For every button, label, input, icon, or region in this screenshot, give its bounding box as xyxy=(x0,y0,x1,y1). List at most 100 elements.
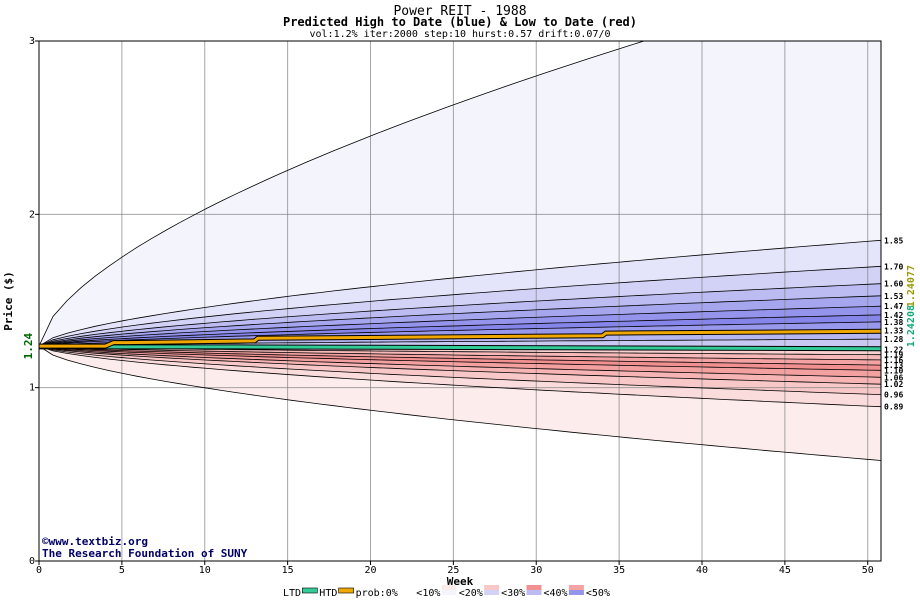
band-end-label-1.10: 1.10 xyxy=(884,366,903,375)
legend-swatch-red-1 xyxy=(399,585,415,590)
band-end-label-1.85: 1.85 xyxy=(884,236,903,245)
x-tick-label-0: 0 xyxy=(36,565,42,576)
y-tick-label-1: 1 xyxy=(29,383,35,394)
chart-params: vol:1.2% iter:2000 step:10 hurst:0.57 dr… xyxy=(309,29,610,40)
high-band-8 xyxy=(39,321,881,347)
legend-ltd-label: LTD xyxy=(283,588,301,599)
y-axis-label: Price ($) xyxy=(2,271,15,331)
chart-title: Power REIT - 1988 xyxy=(393,4,526,19)
band-end-label-1.42: 1.42 xyxy=(884,311,903,320)
low-band-2 xyxy=(39,346,881,360)
high-band-5 xyxy=(39,295,881,347)
legend: LTD HTD prob:0% <10% <20% <30% <40% <50% xyxy=(283,585,610,599)
legend-swatch-blue-4 xyxy=(526,590,542,595)
current-value-olive: 1.24077 xyxy=(906,265,917,307)
y-tick-label-3: 3 xyxy=(29,36,35,47)
high-band-1 xyxy=(39,41,881,347)
low-band-4 xyxy=(39,346,881,371)
low-band-7 xyxy=(39,346,881,395)
low-band-boundary-7 xyxy=(39,345,881,385)
credit-foundation: The Research Foundation of SUNY xyxy=(42,547,248,560)
high-band-boundary-5 xyxy=(39,295,881,347)
high-band-boundary-2 xyxy=(39,239,881,347)
band-end-label-1.33: 1.33 xyxy=(884,326,903,335)
copyright-icon: © xyxy=(42,535,49,548)
band-end-label-1.60: 1.60 xyxy=(884,280,903,289)
legend-htd-swatch xyxy=(338,587,354,594)
legend-swatch-red-3 xyxy=(484,585,500,590)
band-end-label-1.19: 1.19 xyxy=(884,351,903,360)
legend-prob-label-4: <40% xyxy=(544,588,568,599)
probability-bands xyxy=(39,41,881,461)
legend-htd-label: HTD xyxy=(319,588,337,599)
legend-swatch-red-5 xyxy=(568,585,584,590)
low-band-8 xyxy=(39,346,881,407)
x-tick-label-15: 15 xyxy=(282,565,294,576)
legend-swatch-blue-3 xyxy=(484,590,500,595)
legend-prob-label-3: <30% xyxy=(501,588,525,599)
high-band-boundary-7 xyxy=(39,314,881,347)
x-tick-label-25: 25 xyxy=(447,565,459,576)
high-band-boundary-1 xyxy=(39,41,646,347)
band-end-label-1.70: 1.70 xyxy=(884,262,903,271)
series-lines xyxy=(39,328,881,352)
band-end-label-1.13: 1.13 xyxy=(884,361,903,370)
low-band-6 xyxy=(39,346,881,385)
band-end-label-1.47: 1.47 xyxy=(884,302,903,311)
chart-subtitle: Predicted High to Date (blue) & Low to D… xyxy=(283,15,637,29)
htd-line xyxy=(39,329,881,348)
legend-swatch-blue-1 xyxy=(399,590,415,595)
band-end-label-0.89: 0.89 xyxy=(884,403,903,412)
low-band-boundary-8 xyxy=(39,345,881,395)
credit-website-text: www.textbiz.org xyxy=(49,535,148,548)
high-band-3 xyxy=(39,266,881,347)
legend-swatch-red-4 xyxy=(526,585,542,590)
high-band-boundary-6 xyxy=(39,305,881,347)
legend-ltd-swatch xyxy=(301,587,318,594)
low-band-5 xyxy=(39,346,881,378)
band-end-labels: 1.85 1.70 1.60 1.531.471.421.381.331.28 1.22… xyxy=(884,236,903,411)
high-band-boundary-4 xyxy=(39,283,881,347)
legend-prob-label-5: <50% xyxy=(586,588,610,599)
axis-ticks: 0 5 10 15 20 25 30 35 40 45 50 0 1 2 3 xyxy=(29,36,874,576)
high-band-boundary-3 xyxy=(39,265,881,347)
x-tick-label-45: 45 xyxy=(779,565,791,576)
band-end-label-1.02: 1.02 xyxy=(884,380,903,389)
high-band-4 xyxy=(39,283,881,347)
band-end-label-0.96: 0.96 xyxy=(884,391,903,400)
low-band-boundary-4 xyxy=(39,345,881,366)
start-price-label: 1.24 xyxy=(22,332,35,359)
low-band-boundary-6 xyxy=(39,345,881,378)
low-band-boundary-3 xyxy=(39,345,881,361)
low-band-9 xyxy=(39,346,881,461)
x-tick-label-50: 50 xyxy=(862,565,874,576)
low-band-3 xyxy=(39,346,881,366)
high-band-2 xyxy=(39,240,881,347)
x-tick-label-40: 40 xyxy=(696,565,708,576)
current-value-green: 1.24208 xyxy=(906,305,917,347)
high-band-7 xyxy=(39,314,881,347)
legend-swatch-blue-5 xyxy=(568,590,584,595)
legend-swatch-red-2 xyxy=(441,585,457,590)
credit-website: ©www.textbiz.org xyxy=(42,535,148,548)
x-tick-label-30: 30 xyxy=(530,565,542,576)
x-tick-label-5: 5 xyxy=(119,565,125,576)
band-end-label-1.06: 1.06 xyxy=(884,373,903,382)
legend-prob-label: prob:0% xyxy=(356,588,398,599)
band-end-label-1.16: 1.16 xyxy=(884,356,903,365)
x-tick-label-20: 20 xyxy=(364,565,376,576)
band-end-label-1.53: 1.53 xyxy=(884,292,903,301)
y-tick-label-2: 2 xyxy=(29,209,35,220)
x-tick-label-10: 10 xyxy=(199,565,211,576)
legend-prob-label-1: <10% xyxy=(416,588,440,599)
legend-swatch-blue-2 xyxy=(441,590,457,595)
legend-prob-label-2: <20% xyxy=(459,588,483,599)
x-axis-label: Week xyxy=(447,575,474,588)
low-band-boundary-9 xyxy=(39,345,881,408)
band-end-label-1.38: 1.38 xyxy=(884,318,903,327)
high-band-6 xyxy=(39,306,881,347)
low-band-boundary-5 xyxy=(39,345,881,371)
high-band-boundary-8 xyxy=(39,321,881,347)
plot-frame xyxy=(38,40,882,562)
